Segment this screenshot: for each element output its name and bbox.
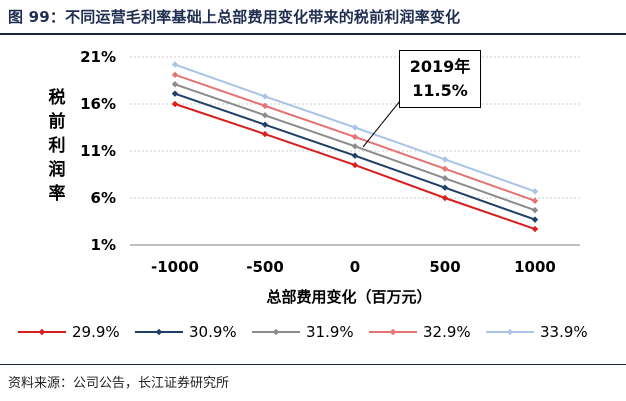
y-tick-label: 11% bbox=[80, 142, 116, 160]
data-point bbox=[261, 102, 269, 110]
data-point bbox=[441, 156, 449, 163]
legend-swatch-marker bbox=[272, 328, 280, 336]
data-point bbox=[531, 216, 539, 223]
legend-label: 31.9% bbox=[306, 323, 354, 341]
x-axis-label: 总部费用变化（百万元） bbox=[266, 288, 432, 306]
legend-item: 29.9% bbox=[18, 323, 120, 341]
series-33.9% bbox=[171, 61, 539, 195]
data-point bbox=[351, 124, 359, 131]
source-note: 资料来源：公司公告，长江证券研究所 bbox=[8, 376, 230, 391]
x-tick-labels: -1000 -500 0 500 1000 bbox=[151, 258, 556, 276]
data-point bbox=[171, 100, 179, 108]
data-point bbox=[171, 81, 179, 88]
legend-swatch-marker bbox=[389, 328, 397, 336]
y-tick-label: 1% bbox=[91, 236, 116, 254]
legend-label: 32.9% bbox=[423, 323, 471, 341]
y-tick-labels: 1% 6% 11% 16% 21% bbox=[80, 48, 116, 254]
x-tick-label: 500 bbox=[429, 258, 460, 276]
data-point bbox=[531, 188, 539, 195]
y-tick-label: 6% bbox=[91, 189, 116, 207]
x-tick-label: 1000 bbox=[514, 258, 556, 276]
annotation-pointer bbox=[362, 95, 405, 148]
data-point bbox=[351, 152, 359, 159]
series-lines bbox=[171, 61, 539, 233]
series-30.9% bbox=[171, 90, 539, 223]
series-32.9% bbox=[171, 71, 539, 205]
x-tick-label: 0 bbox=[350, 258, 360, 276]
data-point bbox=[531, 207, 539, 214]
chart-title: 图 99：不同运营毛利率基础上总部费用变化带来的税前利润率变化 bbox=[8, 8, 461, 26]
data-point bbox=[441, 175, 449, 182]
data-point bbox=[531, 197, 539, 205]
legend-swatch-marker bbox=[155, 328, 163, 336]
data-point bbox=[351, 143, 359, 150]
y-tick-label: 16% bbox=[80, 95, 116, 113]
title-divider bbox=[0, 33, 626, 35]
legend-label: 29.9% bbox=[72, 323, 120, 341]
data-point bbox=[441, 184, 449, 191]
data-point bbox=[351, 133, 359, 141]
series-31.9% bbox=[171, 81, 539, 214]
annotation-callout: 2019年 11.5% bbox=[399, 50, 481, 108]
y-axis-label: 税前利润率 bbox=[46, 86, 68, 206]
data-point bbox=[351, 161, 359, 169]
data-point bbox=[171, 71, 179, 79]
legend: 29.9% 30.9% 31.9% 32.9% 33.9% bbox=[18, 323, 588, 341]
legend-item: 32.9% bbox=[369, 323, 471, 341]
data-point bbox=[441, 165, 449, 173]
x-tick-label: -500 bbox=[246, 258, 284, 276]
legend-item: 33.9% bbox=[486, 323, 588, 341]
grid-lines bbox=[130, 56, 580, 246]
legend-swatch-marker bbox=[38, 328, 46, 336]
data-point bbox=[441, 194, 449, 202]
data-point bbox=[171, 90, 179, 97]
data-point bbox=[261, 121, 269, 128]
legend-item: 30.9% bbox=[135, 323, 237, 341]
y-axis-label-text: 税前利润率 bbox=[48, 88, 66, 204]
data-point bbox=[531, 225, 539, 233]
legend-label: 30.9% bbox=[189, 323, 237, 341]
y-tick-label: 21% bbox=[80, 48, 116, 66]
data-point bbox=[261, 93, 269, 100]
legend-swatch-marker bbox=[506, 328, 514, 336]
legend-item: 31.9% bbox=[252, 323, 354, 341]
annotation-year: 2019年 bbox=[409, 57, 471, 76]
data-point bbox=[261, 130, 269, 138]
annotation-value: 11.5% bbox=[412, 81, 468, 100]
data-point bbox=[261, 112, 269, 119]
data-point bbox=[171, 61, 179, 68]
footer-divider bbox=[0, 364, 626, 365]
legend-label: 33.9% bbox=[540, 323, 588, 341]
x-tick-label: -1000 bbox=[151, 258, 199, 276]
series-29.9% bbox=[171, 100, 539, 233]
